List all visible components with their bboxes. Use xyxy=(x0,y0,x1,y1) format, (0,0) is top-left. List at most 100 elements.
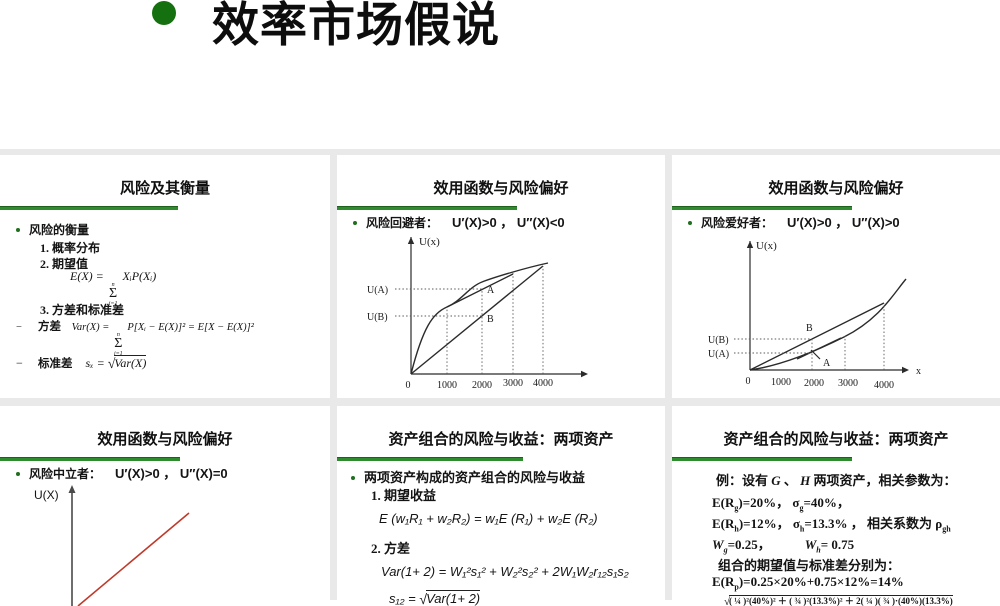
bullet-text: 风险的衡量 xyxy=(29,223,90,237)
ua-label: U(A) xyxy=(367,285,388,296)
list-item: 1. 概率分布 xyxy=(40,241,101,255)
bullet-item: 风险回避者： U′(X)>0 ， U″(X)<0 xyxy=(353,212,565,231)
bullet-icon xyxy=(152,1,176,25)
bullet-item: 两项资产构成的资产组合的风险与收益 xyxy=(351,467,585,486)
formula-lhs: E(X) = xyxy=(70,269,104,283)
x-axis-arrow-icon xyxy=(581,370,588,378)
bullet-text: 风险爱好者： xyxy=(701,216,774,230)
ua-label: U(A) xyxy=(708,349,729,360)
tick-2000: 2000 xyxy=(804,378,824,389)
bullet-item: 风险的衡量 xyxy=(16,221,89,238)
slide-title: 效用函数与风险偏好 xyxy=(433,181,569,197)
param-line-h: E(Rh)=12%， σh=13.3% ， 相关系数为 ρgh xyxy=(712,516,951,534)
list-item: 2. 方差 xyxy=(371,541,411,556)
tick-1000: 1000 xyxy=(437,380,457,391)
slide-title: 效用函数与风险偏好 xyxy=(768,181,904,197)
utility-curve xyxy=(749,278,907,371)
stddev-result-formula: √( ¼ )²(40%)² ＋ ( ¾ )²(13.3%)² ＋ 2( ¼ )(… xyxy=(724,595,953,606)
title-underline xyxy=(672,206,852,210)
inner-chord-line xyxy=(446,273,514,308)
utility-chart-concave: U(x) U(A) U(B) A B 0 1000 2000 3000 4000 xyxy=(367,236,588,391)
slide-title: 资产组合的风险与收益：两项资产 xyxy=(723,432,949,448)
radical-sign: √ xyxy=(419,591,428,606)
point-a-label: A xyxy=(487,285,495,296)
page-title: 效率市场假说 xyxy=(212,0,500,52)
linear-utility-chart xyxy=(68,485,190,606)
y-axis-arrow-icon xyxy=(407,237,415,244)
tick-4000: 4000 xyxy=(533,378,553,389)
tick-2000: 2000 xyxy=(472,380,492,391)
bullet-dot-icon xyxy=(16,472,20,476)
y-axis-label: U(x) xyxy=(419,236,440,248)
point-b-label: B xyxy=(806,323,813,334)
bullet-dot-icon xyxy=(688,221,692,225)
ub-label: U(B) xyxy=(367,312,388,323)
list-item: 3. 方差和标准差 xyxy=(40,303,125,317)
point-b-label: B xyxy=(487,314,494,325)
condition-text: U′(X)>0 ， U″(X)>0 xyxy=(787,215,900,230)
utility-curve xyxy=(410,262,549,375)
tick-3000: 3000 xyxy=(503,378,523,389)
y-axis-label: U(x) xyxy=(756,240,777,252)
title-underline xyxy=(0,206,178,210)
a-pointer-line xyxy=(810,349,821,360)
bullet-text: 风险中立者： xyxy=(29,467,102,481)
x-axis-label: x xyxy=(916,366,921,377)
bullet-item: 风险中立者： U′(X)>0 ， U″(X)=0 xyxy=(16,463,228,482)
slide-title: 效用函数与风险偏好 xyxy=(97,432,233,448)
list-item: 1. 期望收益 xyxy=(371,488,437,503)
chord-line xyxy=(749,302,885,371)
title-underline xyxy=(0,457,180,461)
utility-chart-convex: U(x) x U(B) U(A) B A 0 1000 2000 3000 40… xyxy=(708,240,921,391)
condition-text: U′(X)>0 ， U″(X)<0 xyxy=(452,215,565,230)
point-a-label: A xyxy=(823,358,831,369)
ub-label: U(B) xyxy=(708,335,729,346)
slide-thumb-portfolio-formulas[interactable]: 资产组合的风险与收益：两项资产 两项资产构成的资产组合的风险与收益 1. 期望收… xyxy=(337,406,665,606)
formula-portfolio-stddev: s₁₂ = √Var(1+ 2) xyxy=(389,590,481,606)
bullet-text: 两项资产构成的资产组合的风险与收益 xyxy=(364,470,586,485)
variance-label: 方差 xyxy=(38,321,61,333)
tick-0: 0 xyxy=(406,380,411,391)
tick-3000: 3000 xyxy=(838,378,858,389)
slide-title: 风险及其衡量 xyxy=(119,181,210,197)
slide-thumb-risk-lover[interactable]: 效用函数与风险偏好 风险爱好者： U′(X)>0 ， U″(X)>0 U(x) x… xyxy=(672,155,1000,398)
bullet-dot-icon xyxy=(16,228,20,232)
weights-line: Wg=0.25， Wh= 0.75 xyxy=(712,537,855,555)
param-line-g: E(Rg)=20%， σg=40%， xyxy=(712,495,850,513)
tick-1000: 1000 xyxy=(771,377,791,388)
bullet-text: 风险回避者： xyxy=(366,216,439,230)
list-item: 2. 期望值 xyxy=(40,257,89,271)
y-axis-arrow-icon xyxy=(68,485,76,493)
x-axis-arrow-icon xyxy=(902,366,909,374)
condition-text: U′(X)>0 ， U″(X)=0 xyxy=(115,466,228,481)
bullet-item: 风险爱好者： U′(X)>0 ， U″(X)>0 xyxy=(688,212,900,231)
chord-line xyxy=(410,265,544,375)
example-intro-line: 例：设有 G 、 H 两项资产，相关参数为： xyxy=(716,473,957,488)
y-axis-label: U(X) xyxy=(34,488,59,502)
title-underline xyxy=(672,457,852,461)
bullet-dot-icon xyxy=(351,476,355,480)
title-underline xyxy=(337,206,517,210)
stddev-label: 标准差 xyxy=(38,358,73,370)
formula-rhs: XᵢP(Xᵢ) xyxy=(122,269,157,283)
formula-expected-return: E (w₁R₁ + w₂R₂) = w₁E (R₁) + w₂E (R₂) xyxy=(379,511,598,526)
bullet-dot-icon xyxy=(353,221,357,225)
slide-thumb-risk-averter[interactable]: 效用函数与风险偏好 风险回避者： U′(X)>0 ， U″(X)<0 U(x) U… xyxy=(337,155,665,398)
slide-thumb-portfolio-example[interactable]: 资产组合的风险与收益：两项资产 例：设有 G 、 H 两项资产，相关参数为： E… xyxy=(672,406,1000,606)
linear-utility-line xyxy=(77,512,190,606)
slide-thumb-risk-neutral[interactable]: 效用函数与风险偏好 风险中立者： U′(X)>0 ， U″(X)=0 U(X) xyxy=(0,406,330,606)
y-axis-arrow-icon xyxy=(746,241,754,248)
radical-sign: √ xyxy=(107,357,116,372)
expected-return-result: E(Rp)=0.25×20%+0.75×12%=14% xyxy=(712,574,904,592)
slide-title: 资产组合的风险与收益：两项资产 xyxy=(388,432,614,448)
result-intro-line: 组合的期望值与标准差分别为： xyxy=(718,558,901,573)
title-underline xyxy=(337,457,523,461)
title-slide[interactable]: 效率市场假说 xyxy=(0,0,1000,149)
tick-4000: 4000 xyxy=(874,380,894,391)
